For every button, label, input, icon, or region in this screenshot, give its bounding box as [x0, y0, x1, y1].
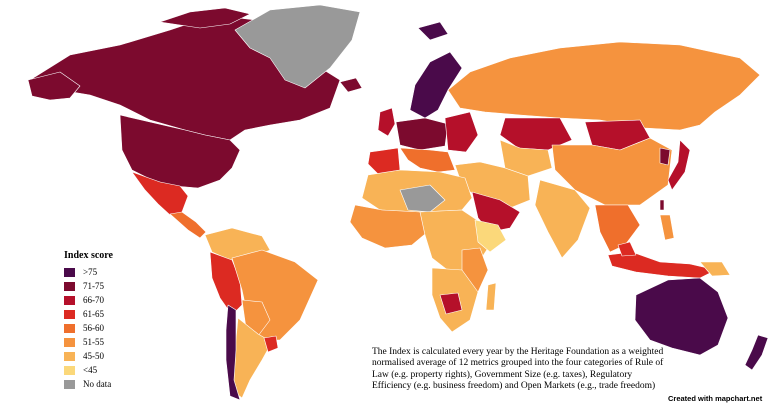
legend-swatch: [64, 323, 75, 333]
legend-swatch: [64, 365, 75, 375]
legend: Index score >75 71-75 66-70 61-65 56-60 51-55…: [64, 250, 113, 391]
legend-label: 45-50: [83, 351, 104, 361]
region-india: [534, 179, 591, 259]
map-caption: The Index is calculated every year by th…: [372, 347, 664, 391]
legend-item: 66-70: [64, 293, 113, 307]
region-taiwan: [659, 199, 665, 211]
region-madagascar: [485, 282, 497, 311]
legend-label: 61-65: [83, 309, 104, 319]
legend-label: No data: [83, 379, 112, 389]
legend-item: 56-60: [64, 321, 113, 335]
region-southern-europe: [399, 147, 456, 173]
legend-label: >75: [83, 267, 98, 277]
region-papua-new-guinea: [699, 261, 731, 277]
region-peru-andes: [209, 251, 243, 316]
legend-swatch: [64, 337, 75, 347]
legend-label: <45: [83, 365, 98, 375]
region-greenland: [234, 4, 361, 89]
region-iberia: [367, 147, 401, 175]
legend-item: 71-75: [64, 279, 113, 293]
region-australia: [634, 277, 729, 356]
region-eastern-europe: [444, 111, 479, 153]
region-chile: [225, 304, 241, 401]
region-usa: [119, 114, 241, 189]
region-uk: [377, 107, 396, 137]
region-western-europe: [395, 117, 449, 151]
region-iceland: [339, 77, 363, 93]
region-central-america: [169, 211, 207, 239]
region-china: [551, 137, 673, 206]
region-uruguay: [263, 335, 279, 353]
legend-swatch: [64, 351, 75, 361]
region-new-zealand: [744, 334, 769, 371]
legend-swatch: [64, 295, 75, 305]
region-southeast-asia: [594, 204, 641, 253]
region-west-africa: [349, 204, 431, 249]
legend-label: 56-60: [83, 323, 104, 333]
legend-item: <45: [64, 363, 113, 377]
region-arctic-islands: [159, 7, 251, 29]
region-horn-of-africa: [474, 219, 507, 253]
legend-swatch: [64, 309, 75, 319]
legend-swatch: [64, 379, 75, 389]
legend-item: 61-65: [64, 307, 113, 321]
legend-item: 51-55: [64, 335, 113, 349]
legend-item: 45-50: [64, 349, 113, 363]
region-svalbard: [417, 21, 449, 41]
region-korea: [659, 147, 671, 166]
legend-label: 71-75: [83, 281, 104, 291]
legend-label: 66-70: [83, 295, 104, 305]
region-malaysia: [617, 241, 637, 257]
legend-title: Index score: [64, 250, 113, 261]
legend-swatch: [64, 267, 75, 277]
region-indonesia: [607, 251, 717, 279]
legend-label: 51-55: [83, 337, 104, 347]
credit-text: Created with mapchart.net: [668, 394, 763, 403]
region-philippines: [659, 214, 675, 241]
legend-item: >75: [64, 265, 113, 279]
legend-item: No data: [64, 377, 113, 391]
legend-items: >75 71-75 66-70 61-65 56-60 51-55 45-50 <45 No d…: [64, 265, 113, 391]
region-russia: [447, 41, 761, 131]
region-sahara-nodata: [399, 184, 446, 213]
region-japan: [667, 139, 691, 191]
region-scandinavia: [409, 51, 463, 119]
legend-swatch: [64, 281, 75, 291]
region-alaska: [27, 71, 81, 101]
region-botswana: [439, 292, 463, 315]
